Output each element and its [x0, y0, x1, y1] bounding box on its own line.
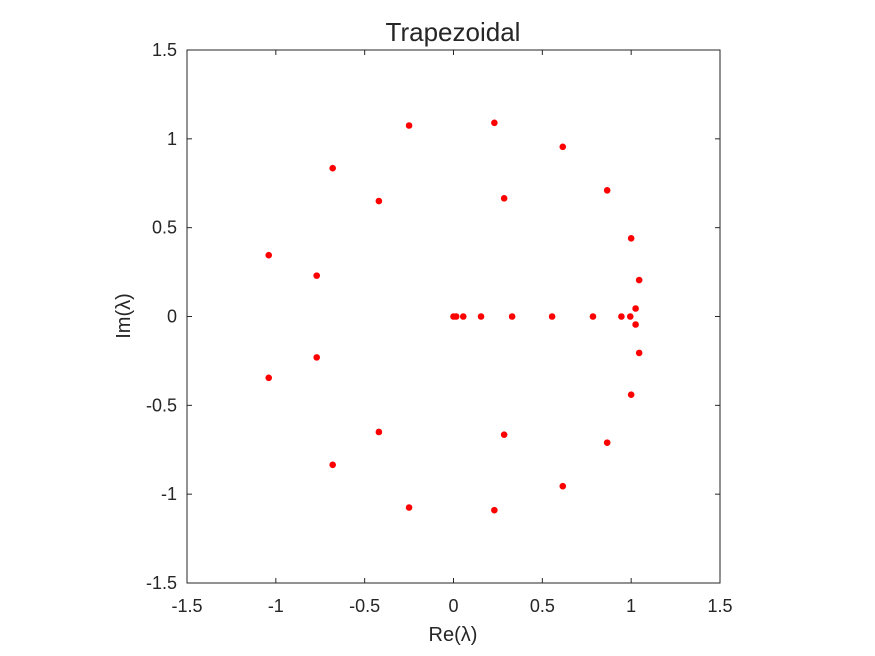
y-tick-label: 1.5	[152, 40, 177, 60]
data-point	[375, 197, 383, 205]
x-tick-label: -1	[268, 596, 284, 616]
x-tick-label: 1.5	[707, 596, 732, 616]
chart-title: Trapezoidal	[386, 17, 521, 47]
y-tick-label: -1.5	[146, 573, 177, 593]
y-tick-label: -1	[161, 484, 177, 504]
data-point	[627, 391, 635, 398]
data-point	[559, 143, 567, 151]
data-point	[452, 313, 460, 320]
x-tick-label: 1	[626, 596, 636, 616]
data-point	[500, 195, 508, 202]
data-point	[491, 506, 498, 514]
data-point	[491, 119, 498, 127]
data-point	[603, 439, 611, 446]
y-tick-label: 1	[167, 129, 177, 149]
data-point	[548, 313, 556, 320]
data-point	[627, 235, 635, 242]
data-point	[477, 313, 485, 320]
data-point	[405, 504, 413, 511]
data-point	[603, 187, 611, 194]
x-axis-label: Re(λ)	[429, 624, 478, 646]
data-point	[589, 313, 597, 320]
data-point	[500, 431, 508, 438]
x-tick-label: 0.5	[530, 596, 555, 616]
data-point	[632, 305, 639, 312]
data-point	[375, 428, 383, 436]
data-point	[618, 313, 625, 320]
data-point	[459, 313, 467, 320]
y-axis-ticks: -1.5 -1 -0.5 0 0.5 1 1.5	[146, 40, 720, 593]
y-tick-label: -0.5	[146, 395, 177, 415]
data-point	[635, 276, 643, 284]
data-point	[313, 272, 320, 279]
y-tick-label: 0	[167, 307, 177, 327]
y-tick-label: 0.5	[152, 218, 177, 238]
data-point	[635, 349, 643, 357]
data-point	[632, 321, 639, 328]
data-point	[329, 461, 336, 469]
y-axis-label: Im(λ)	[113, 293, 135, 339]
x-axis-ticks: -1.5 -1 -0.5 0 0.5 1 1.5	[171, 50, 733, 616]
x-tick-label: -0.5	[349, 596, 380, 616]
x-tick-label: -1.5	[171, 596, 202, 616]
data-point	[626, 313, 634, 320]
data-point	[559, 482, 567, 490]
data-point	[265, 374, 273, 382]
x-tick-label: 0	[448, 596, 458, 616]
data-point	[329, 164, 336, 172]
data-point	[508, 313, 516, 320]
data-point	[313, 354, 320, 361]
data-point	[265, 251, 273, 259]
data-point	[405, 122, 413, 129]
data-points	[265, 119, 643, 514]
